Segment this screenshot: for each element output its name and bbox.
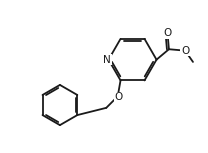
- Text: N: N: [103, 55, 111, 65]
- Text: O: O: [163, 28, 172, 38]
- Text: O: O: [114, 92, 123, 102]
- Text: O: O: [181, 45, 189, 56]
